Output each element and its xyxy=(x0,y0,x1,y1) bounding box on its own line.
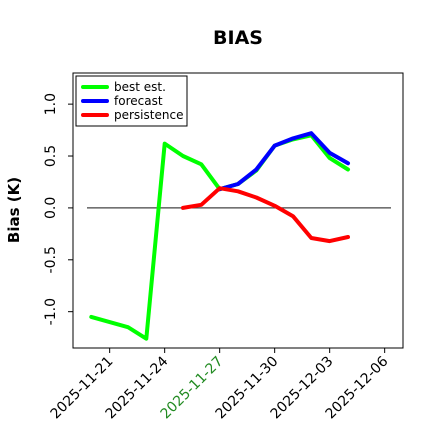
legend-entry: persistence xyxy=(114,108,183,122)
y-axis-label: Bias (K) xyxy=(5,177,23,243)
y-tick-label: -0.5 xyxy=(43,246,59,273)
legend-entry: best est. xyxy=(114,80,166,94)
y-tick-label: -1.0 xyxy=(43,298,59,325)
chart-title: BIAS xyxy=(213,27,263,49)
plot-frame xyxy=(72,72,404,349)
series-line-forecast xyxy=(217,131,350,192)
legend-entry: forecast xyxy=(114,94,163,108)
y-tick-label: 0.0 xyxy=(43,197,59,219)
plot-area xyxy=(87,131,391,341)
y-tick-label: 0.5 xyxy=(43,145,59,167)
series-line-persistence xyxy=(181,186,350,244)
y-tick-label: 1.0 xyxy=(43,93,59,115)
